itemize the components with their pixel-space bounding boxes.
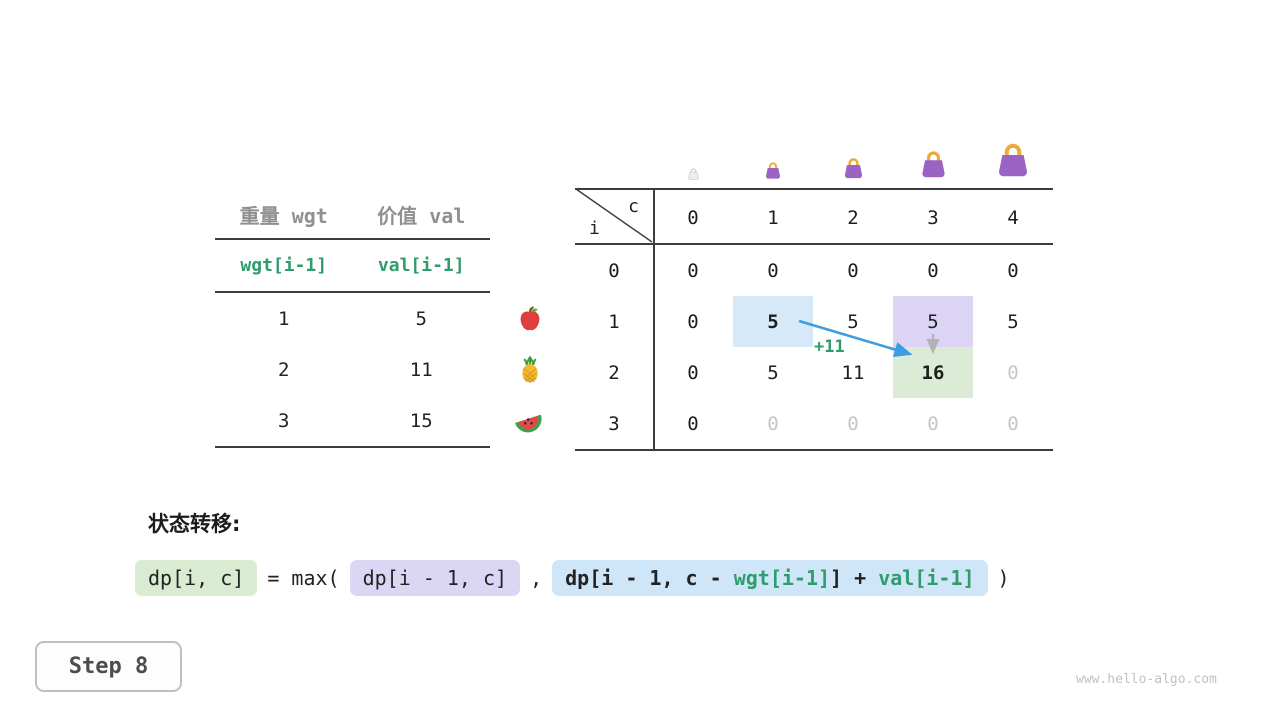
dp-col-header: 1 [767, 206, 779, 229]
formula-take-val: val[i-1] [878, 566, 975, 590]
dp-cell: 5 [1007, 310, 1019, 333]
formula-close-paren: ) [997, 566, 1010, 590]
items-table-formula-val: val[i-1] [377, 255, 465, 276]
dp-cell: 0 [847, 412, 859, 435]
items-table-header-row: 重量 wgt 价值 val [215, 190, 490, 240]
dp-cell: 0 [687, 310, 699, 333]
dp-cell: 0 [767, 259, 779, 282]
items-table-formula-wgt: wgt[i-1] [240, 255, 328, 276]
dp-row-header: 3 [608, 412, 620, 435]
items-table-header-wgt: 重量 wgt [239, 203, 328, 228]
dp-row-header: 1 [608, 310, 620, 333]
dp-cell: 0 [1007, 259, 1019, 282]
dp-row-header: 2 [608, 361, 620, 384]
dp-cell: 5 [767, 361, 779, 384]
formula-eq-max: = max( [267, 566, 340, 590]
dp-corner-cell: c i [575, 190, 653, 243]
dp-cell: 0 [1007, 361, 1019, 384]
dp-table: c i 0 1 2 3 4 0 0 0 0 0 0 1 0 5 5 5 5 2 [575, 188, 1053, 451]
item-val: 5 [415, 307, 427, 330]
dp-cell: 11 [841, 361, 865, 384]
watermelon-icon [513, 406, 545, 438]
dp-row-2: 2 0 5 11 16 0 [575, 347, 1053, 398]
items-table-formula-row: wgt[i-1] val[i-1] [215, 240, 490, 293]
pineapple-icon [514, 354, 546, 386]
items-table: 重量 wgt 价值 val wgt[i-1] val[i-1] 1 5 2 11… [215, 190, 490, 448]
formula-take-mid: ] + [830, 566, 879, 590]
apple-icon [514, 303, 546, 335]
formula-option-take: dp[i - 1, c - wgt[i-1]] + val[i-1] [552, 560, 988, 596]
formula-lhs: dp[i, c] [135, 560, 258, 596]
dp-cell-highlight-target: 16 [893, 347, 973, 398]
formula-comma: , [530, 566, 543, 590]
items-table-bottom-rule [215, 446, 490, 448]
dp-corner-row-label: i [589, 218, 600, 239]
arrow-value-label: +11 [814, 337, 845, 357]
dp-cell: 0 [847, 259, 859, 282]
items-table-row-1: 1 5 [215, 293, 490, 344]
dp-cell: 0 [927, 259, 939, 282]
transition-heading: 状态转移: [148, 512, 241, 536]
dp-col-header: 4 [1007, 206, 1019, 229]
dp-cell: 0 [927, 412, 939, 435]
dp-corner-col-label: c [628, 196, 639, 217]
dp-cell: 0 [767, 412, 779, 435]
dp-header-row: c i 0 1 2 3 4 [575, 190, 1053, 245]
dp-col-header: 2 [847, 206, 859, 229]
dp-cell: 0 [687, 361, 699, 384]
bag-icon-capacity-0 [686, 166, 701, 181]
bag-icon-capacity-3 [916, 146, 951, 181]
item-val: 15 [409, 409, 433, 432]
dp-table-vertical-rule [653, 190, 655, 449]
items-table-row-3: 3 15 [215, 395, 490, 446]
step-badge-label: Step 8 [68, 654, 149, 679]
dp-cell: 0 [687, 259, 699, 282]
dp-cell-highlight-source: 5 [733, 296, 813, 347]
item-wgt: 1 [278, 307, 290, 330]
bag-icon-capacity-1 [762, 159, 784, 181]
item-wgt: 3 [278, 409, 290, 432]
bag-icon-capacity-4 [991, 137, 1035, 181]
bag-icon-capacity-2 [840, 154, 867, 181]
item-val: 11 [409, 358, 433, 381]
formula-take-wgt: wgt[i-1] [733, 566, 831, 590]
dp-cell: 0 [1007, 412, 1019, 435]
step-badge: Step 8 [35, 641, 182, 692]
items-table-row-2: 2 11 [215, 344, 490, 395]
dp-cell: 0 [687, 412, 699, 435]
formula-take-prefix: dp[i - 1, c - [565, 566, 734, 590]
dp-col-header: 0 [687, 206, 699, 229]
dp-cell-highlight-skip: 5 [893, 296, 973, 347]
items-table-header-val: 价值 val [377, 203, 466, 228]
dp-row-header: 0 [608, 259, 620, 282]
watermark: www.hello-algo.com [1076, 672, 1217, 687]
dp-row-3: 3 0 0 0 0 0 [575, 398, 1053, 449]
dp-col-header: 3 [927, 206, 939, 229]
dp-row-0: 0 0 0 0 0 0 [575, 245, 1053, 296]
item-wgt: 2 [278, 358, 290, 381]
formula-option-skip: dp[i - 1, c] [349, 560, 521, 596]
transition-formula: dp[i, c] = max( dp[i - 1, c] , dp[i - 1,… [135, 560, 1010, 596]
